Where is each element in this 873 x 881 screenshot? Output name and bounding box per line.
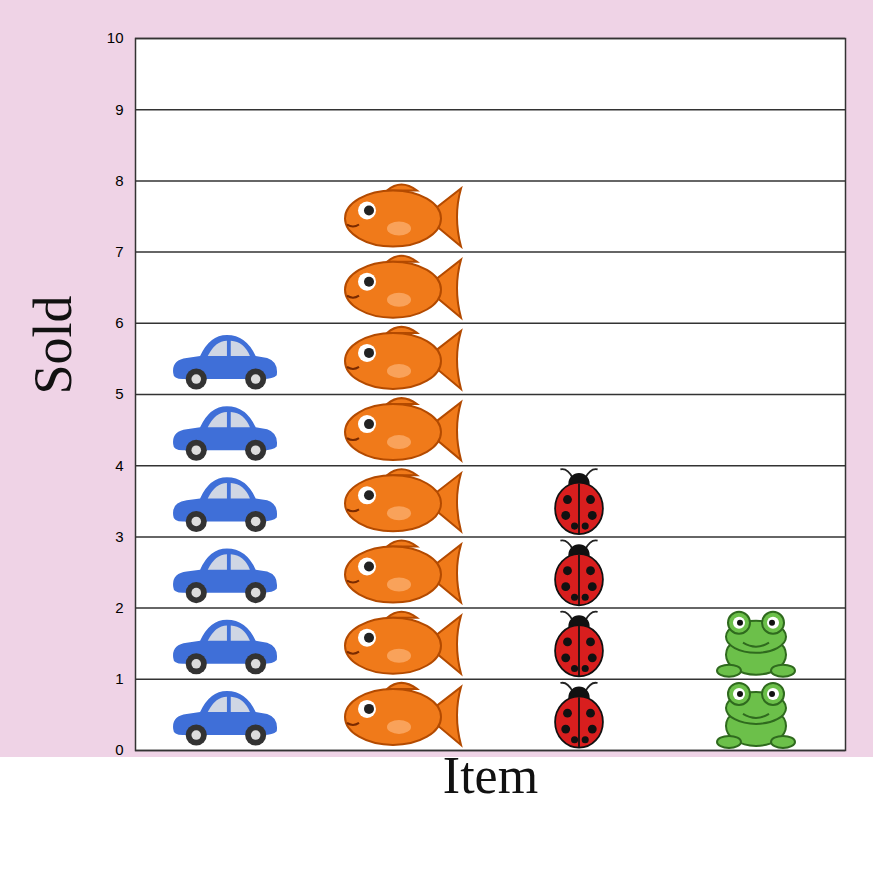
svg-text:7: 7 [115, 243, 123, 260]
svg-text:3: 3 [115, 528, 123, 545]
svg-text:5: 5 [115, 385, 123, 402]
svg-text:Sold: Sold [23, 295, 83, 394]
svg-text:1: 1 [115, 670, 123, 687]
svg-text:0: 0 [115, 741, 123, 758]
svg-text:2: 2 [115, 599, 123, 616]
svg-text:10: 10 [107, 29, 124, 46]
svg-text:6: 6 [115, 314, 123, 331]
svg-text:4: 4 [115, 457, 123, 474]
svg-text:8: 8 [115, 172, 123, 189]
svg-text:Item: Item [443, 747, 538, 804]
svg-text:9: 9 [115, 101, 123, 118]
